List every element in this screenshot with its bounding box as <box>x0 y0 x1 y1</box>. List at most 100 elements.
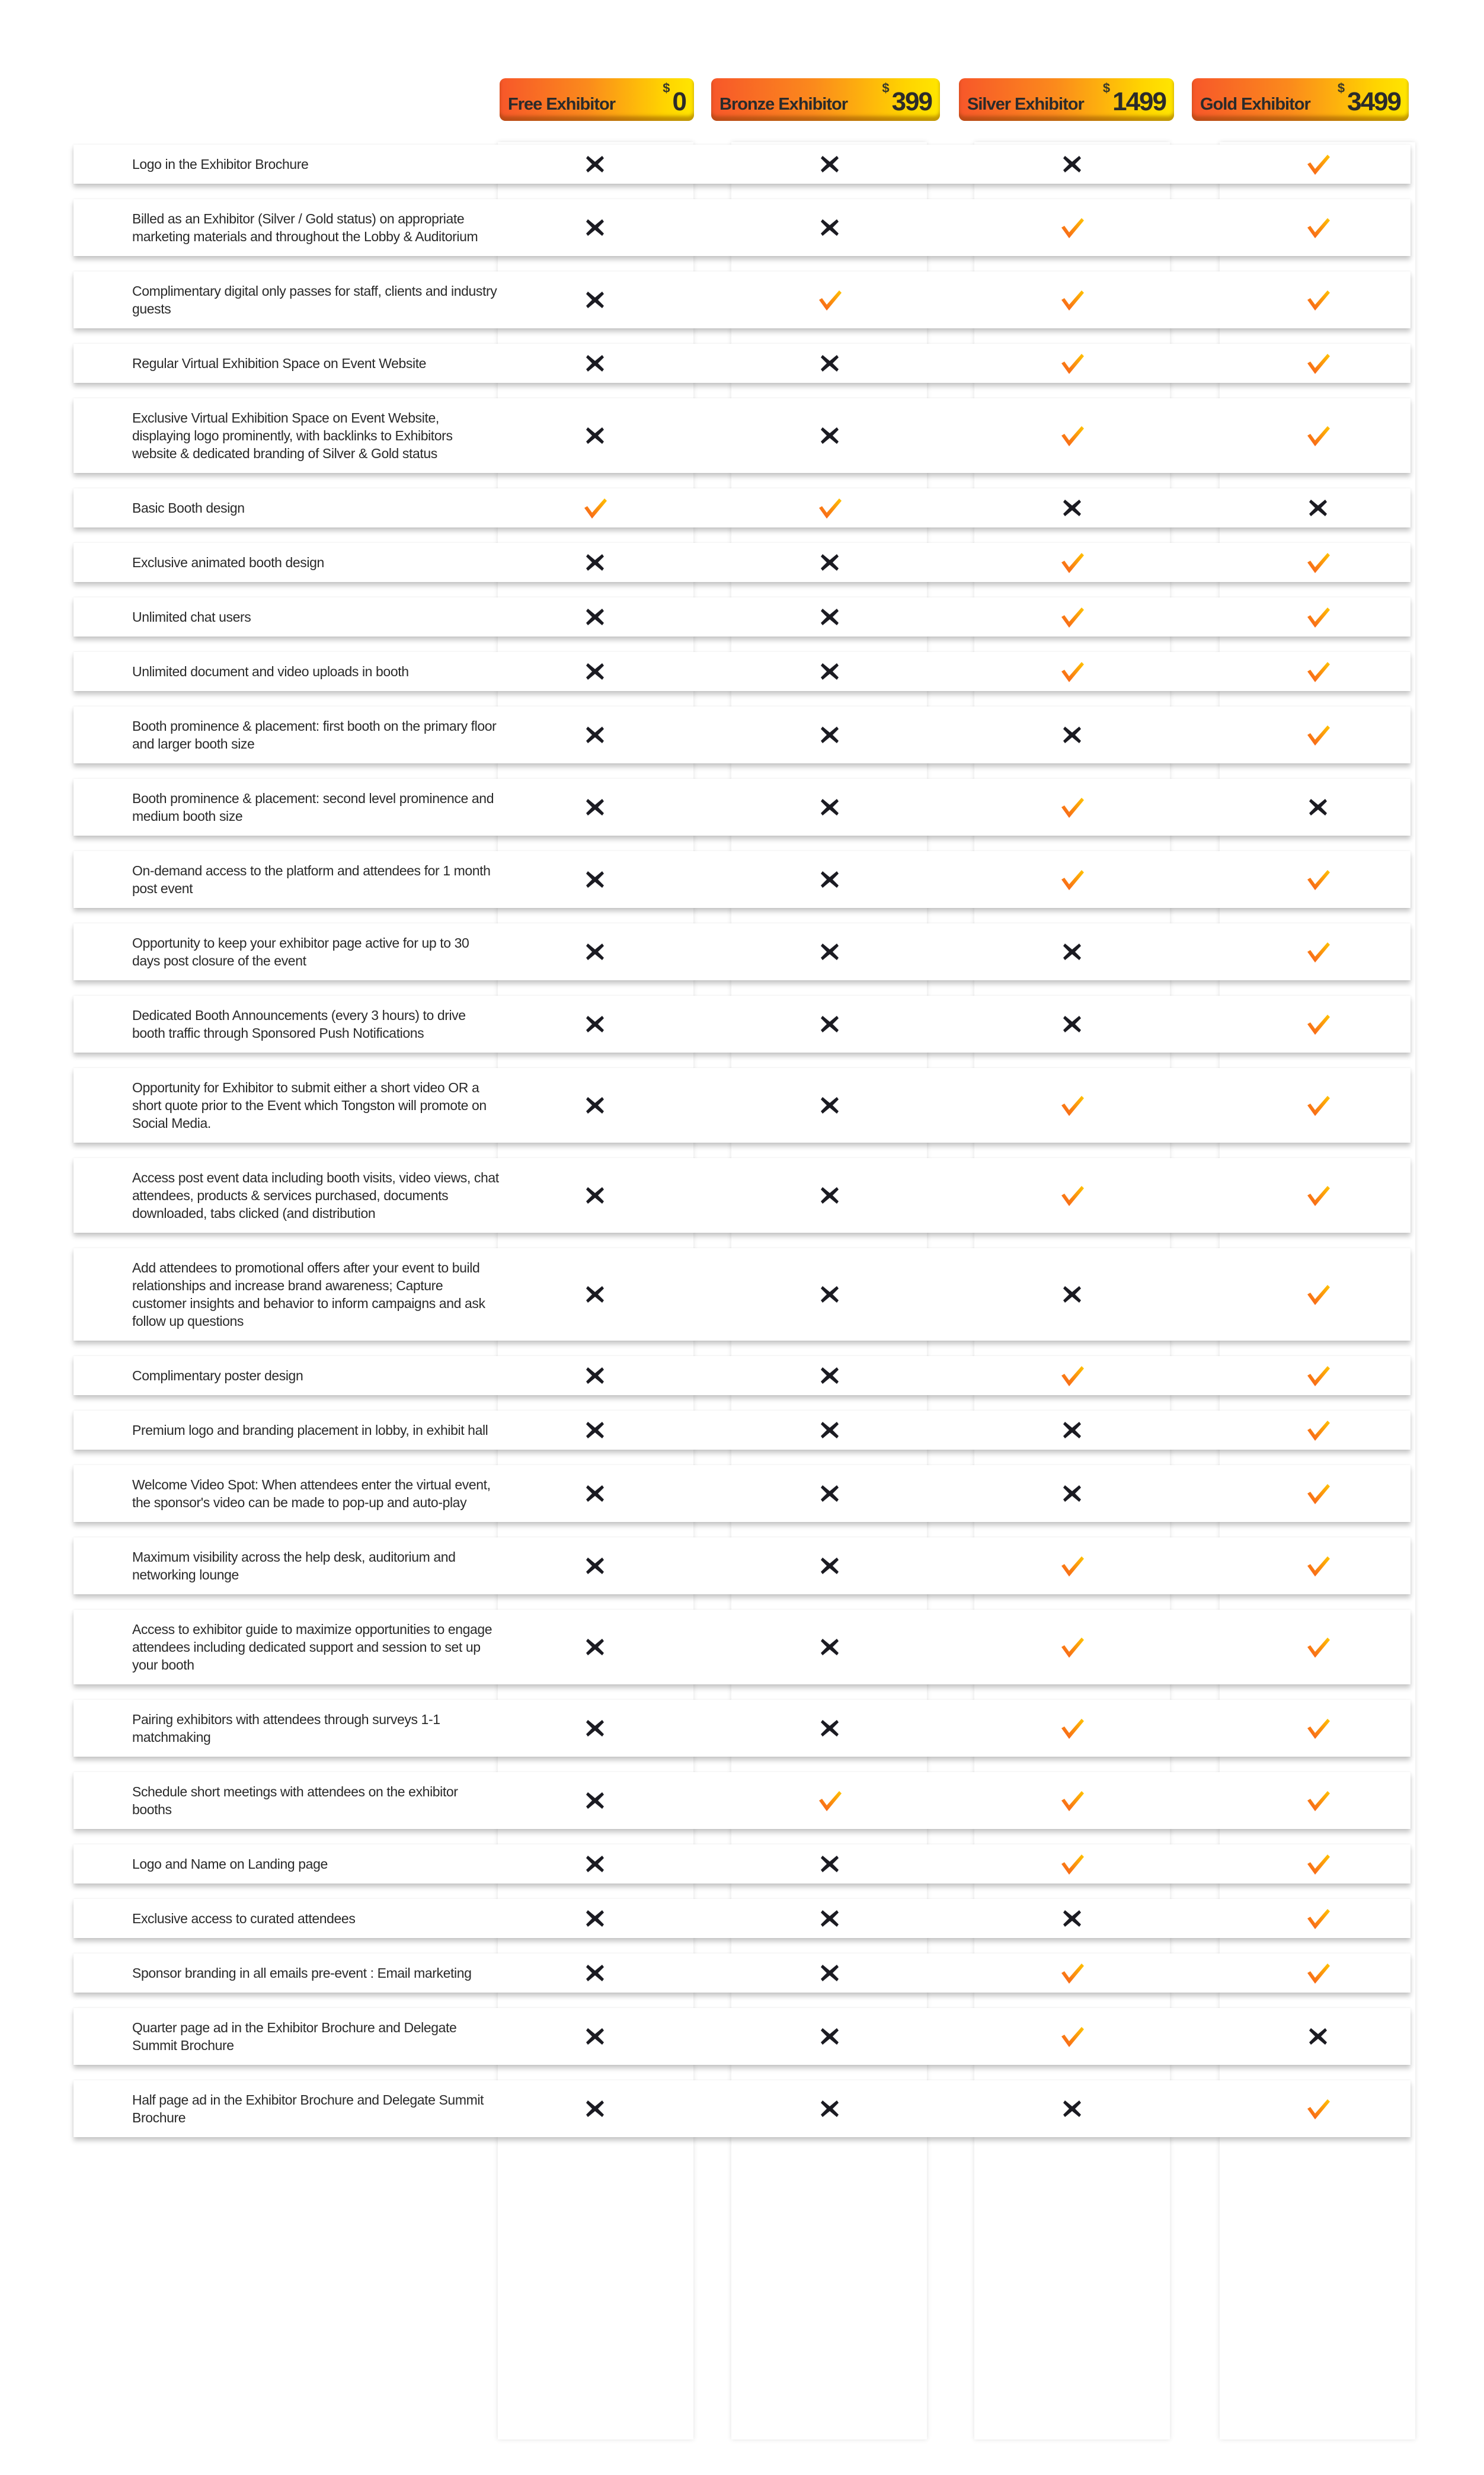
feature-row: Welcome Video Spot: When attendees enter… <box>73 1465 1411 1522</box>
check-icon-silver <box>1059 1715 1085 1741</box>
cross-icon-free <box>582 1715 608 1741</box>
feature-label: Basic Booth design <box>132 500 245 516</box>
feature-row: Logo in the Exhibitor Brochure <box>73 145 1411 184</box>
cross-icon-bronze <box>817 549 843 575</box>
cross-icon-silver <box>1059 939 1085 965</box>
cross-icon-bronze <box>817 604 843 630</box>
feature-label: Booth prominence & placement: first boot… <box>132 718 497 752</box>
check-icon-gold <box>1305 1715 1331 1741</box>
price-amount: 399 <box>891 87 933 116</box>
feature-row: Unlimited chat users <box>73 597 1411 637</box>
feature-label: On-demand access to the platform and att… <box>132 863 491 896</box>
check-icon-silver <box>1059 1182 1085 1208</box>
feature-row: Sponsor branding in all emails pre-event… <box>73 1953 1411 1993</box>
feature-label: Logo and Name on Landing page <box>132 1856 328 1872</box>
tier-header-silver: Silver Exhibitor $1499 <box>959 78 1174 121</box>
cross-icon-silver <box>1059 1011 1085 1037</box>
check-icon-silver <box>1059 1363 1085 1389</box>
cross-icon-free <box>582 215 608 241</box>
check-icon-silver <box>1059 215 1085 241</box>
feature-row: Add attendees to promotional offers afte… <box>73 1248 1411 1341</box>
cross-icon-bronze <box>817 1363 843 1389</box>
cross-icon-free <box>582 1363 608 1389</box>
check-icon-gold <box>1305 1905 1331 1932</box>
cross-icon-silver <box>1059 1480 1085 1507</box>
cross-icon-silver <box>1059 2096 1085 2122</box>
cross-icon-bronze <box>817 1281 843 1307</box>
feature-label: Maximum visibility across the help desk,… <box>132 1549 456 1582</box>
check-icon-gold <box>1305 350 1331 376</box>
cross-icon-bronze <box>817 1011 843 1037</box>
tier-name: Silver Exhibitor <box>967 94 1085 114</box>
feature-label: Welcome Video Spot: When attendees enter… <box>132 1477 491 1510</box>
cross-icon-bronze <box>817 423 843 449</box>
cross-icon-silver <box>1059 495 1085 521</box>
cross-icon-bronze <box>817 1480 843 1507</box>
cross-icon-bronze <box>817 794 843 820</box>
cross-icon-bronze <box>817 350 843 376</box>
feature-row: Booth prominence & placement: second lev… <box>73 779 1411 836</box>
feature-label: Logo in the Exhibitor Brochure <box>132 156 309 172</box>
check-icon-silver <box>1059 1960 1085 1986</box>
currency-symbol: $ <box>663 81 670 95</box>
check-icon-silver <box>1059 794 1085 820</box>
cross-icon-bronze <box>817 1182 843 1208</box>
cross-icon-gold <box>1305 794 1331 820</box>
cross-icon-free <box>582 549 608 575</box>
cross-icon-free <box>582 1011 608 1037</box>
check-icon-gold <box>1305 1363 1331 1389</box>
feature-label: Quarter page ad in the Exhibitor Brochur… <box>132 2020 457 2053</box>
tier-header-gold: Gold Exhibitor $3499 <box>1192 78 1409 121</box>
cross-icon-free <box>582 1281 608 1307</box>
cross-icon-bronze <box>817 1960 843 1986</box>
cross-icon-free <box>582 151 608 177</box>
cross-icon-bronze <box>817 1634 843 1660</box>
feature-label: Half page ad in the Exhibitor Brochure a… <box>132 2092 484 2125</box>
cross-icon-free <box>582 866 608 893</box>
check-icon-gold <box>1305 1011 1331 1037</box>
price-amount: 0 <box>672 87 687 116</box>
cross-icon-bronze <box>817 1905 843 1932</box>
check-icon-bronze <box>817 287 843 313</box>
feature-label: Opportunity to keep your exhibitor page … <box>132 935 469 968</box>
check-icon-gold <box>1305 1182 1331 1208</box>
feature-row: Basic Booth design <box>73 488 1411 527</box>
cross-icon-free <box>582 604 608 630</box>
check-icon-silver <box>1059 1634 1085 1660</box>
feature-row: Maximum visibility across the help desk,… <box>73 1537 1411 1594</box>
check-icon-gold <box>1305 1851 1331 1877</box>
feature-row: Pairing exhibitors with attendees throug… <box>73 1700 1411 1757</box>
cross-icon-free <box>582 423 608 449</box>
feature-label: Add attendees to promotional offers afte… <box>132 1260 485 1329</box>
check-icon-gold <box>1305 1634 1331 1660</box>
feature-row: Exclusive access to curated attendees <box>73 1899 1411 1938</box>
check-icon-silver <box>1059 604 1085 630</box>
check-icon-gold <box>1305 658 1331 685</box>
cross-icon-silver <box>1059 1281 1085 1307</box>
feature-row: Exclusive animated booth design <box>73 543 1411 582</box>
feature-label: Access to exhibitor guide to maximize op… <box>132 1622 492 1673</box>
cross-icon-free <box>582 1851 608 1877</box>
check-icon-bronze <box>817 1788 843 1814</box>
feature-label: Regular Virtual Exhibition Space on Even… <box>132 356 427 371</box>
check-icon-gold <box>1305 866 1331 893</box>
cross-icon-free <box>582 1905 608 1932</box>
cross-icon-free <box>582 2096 608 2122</box>
feature-label: Access post event data including booth v… <box>132 1170 499 1221</box>
feature-row: On-demand access to the platform and att… <box>73 851 1411 908</box>
tier-price: $3499 <box>1338 81 1402 115</box>
feature-row: Access post event data including booth v… <box>73 1158 1411 1233</box>
check-icon-gold <box>1305 1553 1331 1579</box>
feature-label: Pairing exhibitors with attendees throug… <box>132 1712 440 1745</box>
check-icon-bronze <box>817 495 843 521</box>
cross-icon-gold <box>1305 2023 1331 2049</box>
feature-row: Logo and Name on Landing page <box>73 1844 1411 1884</box>
feature-row: Booth prominence & placement: first boot… <box>73 706 1411 763</box>
cross-icon-bronze <box>817 215 843 241</box>
cross-icon-silver <box>1059 1417 1085 1443</box>
check-icon-gold <box>1305 939 1331 965</box>
cross-icon-bronze <box>817 722 843 748</box>
tier-price: $0 <box>663 81 687 116</box>
check-icon-silver <box>1059 1788 1085 1814</box>
cross-icon-free <box>582 722 608 748</box>
